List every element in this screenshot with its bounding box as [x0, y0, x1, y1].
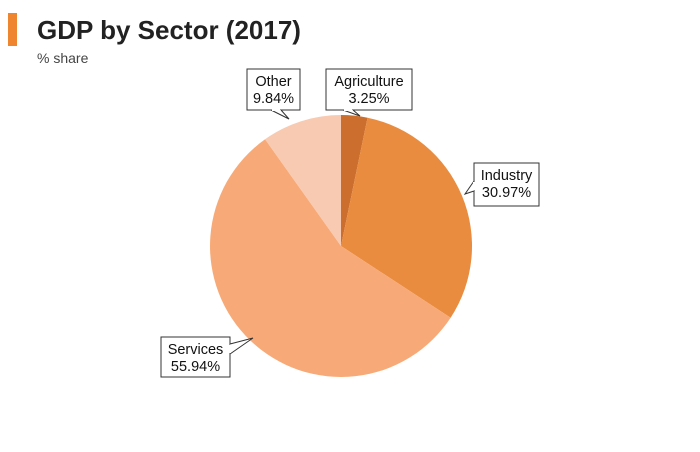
slice-value-label: 9.84% [253, 91, 294, 107]
pie-slice-services[interactable] [210, 139, 451, 377]
chart-subtitle: % share [37, 50, 89, 66]
pie-slice-other[interactable] [265, 115, 341, 246]
slice-label: Other [255, 74, 291, 90]
callout-box [325, 68, 413, 111]
slice-value-label: 55.94% [171, 359, 220, 375]
slice-label: Agriculture [334, 74, 403, 90]
pie-slice-industry[interactable] [341, 117, 473, 318]
callout-pointer [229, 337, 254, 355]
callout-box [473, 162, 540, 207]
pie-slice-agriculture[interactable] [341, 115, 368, 246]
callout-pointer [342, 109, 361, 117]
callout-box [160, 336, 231, 378]
callout-pointer [270, 109, 290, 120]
chart-title: GDP by Sector (2017) [37, 15, 301, 45]
slice-value-label: 30.97% [482, 185, 531, 201]
slice-label: Industry [481, 168, 533, 184]
slice-label: Services [168, 342, 224, 358]
slice-value-label: 3.25% [348, 91, 389, 107]
title-accent-bar [8, 13, 17, 46]
callout-pointer [463, 180, 475, 195]
pie-slices [210, 115, 473, 377]
